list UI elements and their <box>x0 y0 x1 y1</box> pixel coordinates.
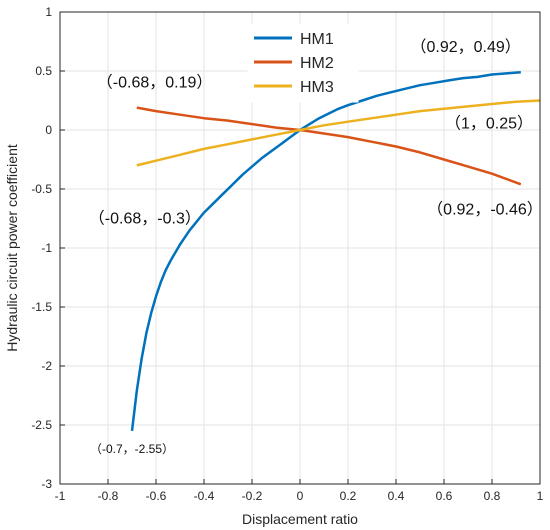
point-annotation: （-0.68，-0.3） <box>89 209 201 227</box>
x-axis-label: Displacement ratio <box>242 511 358 527</box>
x-tick-label: 1 <box>537 489 544 503</box>
x-tick-label: 0.2 <box>340 489 357 503</box>
y-tick-label: 0 <box>45 123 52 137</box>
point-annotation: （-0.68，0.19） <box>97 74 213 92</box>
legend: HM1 HM2 HM3 <box>247 23 359 103</box>
x-tick-label: -1 <box>55 489 66 503</box>
x-tick-label: -0.2 <box>242 489 263 503</box>
x-tick-label: 0.4 <box>388 489 405 503</box>
x-tick-label: -0.8 <box>98 489 119 503</box>
legend-label-hm1: HM1 <box>300 31 334 48</box>
point-annotation: （0.92，-0.46） <box>427 200 543 218</box>
y-tick-label: 0.5 <box>35 64 52 78</box>
y-tick-label: -1 <box>41 241 52 255</box>
x-tick-label: 0.6 <box>436 489 453 503</box>
x-tick-label: -0.6 <box>146 489 167 503</box>
x-tick-label: 0 <box>297 489 304 503</box>
y-axis-label: Hydraulic circuit power coefficient <box>4 144 20 352</box>
axis-ticks: -1 -0.8 -0.6 -0.4 -0.2 0 0.2 0.4 0.6 0.8 1 -3 -2.5 -2… <box>31 5 543 503</box>
series-lines <box>130 70 541 432</box>
y-tick-label: -2.5 <box>31 418 52 432</box>
legend-label-hm3: HM3 <box>300 79 334 96</box>
y-tick-label: -3 <box>41 477 52 491</box>
series-line-hm3 <box>136 99 541 167</box>
point-annotations: （0.92，0.49） （-0.68，0.19） （1，0.25） （-0.68，-0… <box>89 38 543 456</box>
y-tick-label: -2 <box>41 359 52 373</box>
y-tick-label: 1 <box>45 5 52 19</box>
y-tick-label: -0.5 <box>31 182 52 196</box>
point-annotation: （1，0.25） <box>445 115 533 133</box>
series-line-hm1 <box>130 70 521 432</box>
point-annotation: （0.92，0.49） <box>411 38 521 56</box>
x-tick-label: -0.4 <box>194 489 215 503</box>
series-line-hm2 <box>136 106 522 186</box>
y-tick-label: -1.5 <box>31 300 52 314</box>
x-tick-label: 0.8 <box>484 489 501 503</box>
point-annotation: （-0.7，-2.55） <box>90 442 174 456</box>
legend-label-hm2: HM2 <box>300 55 334 72</box>
